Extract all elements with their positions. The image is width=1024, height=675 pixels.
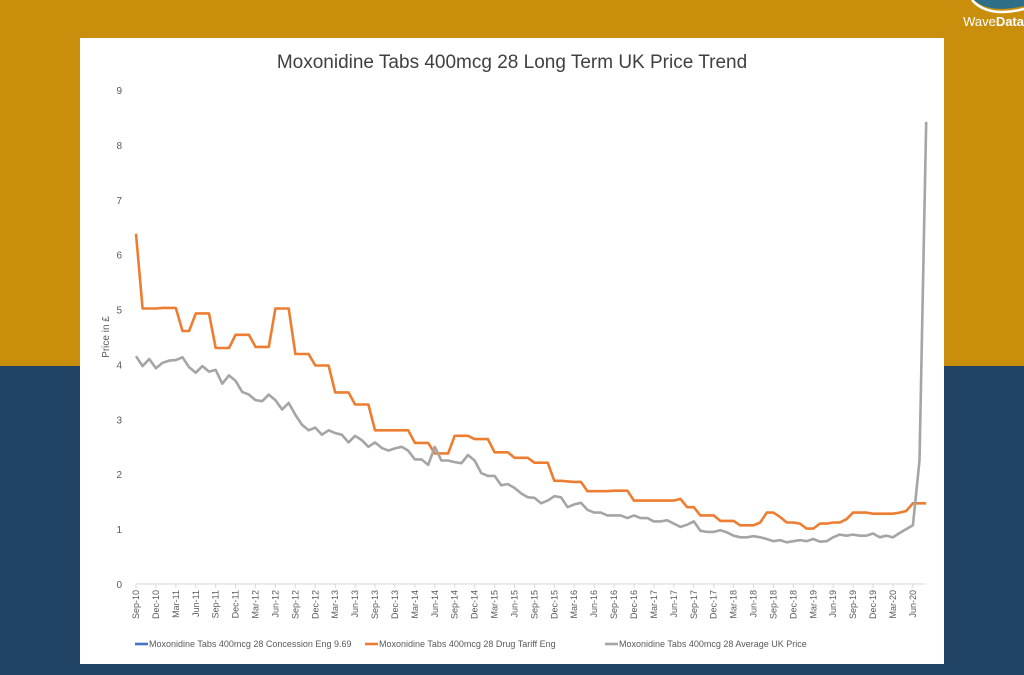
y-tick-label: 7 xyxy=(116,196,122,207)
x-tick-label: Sep-12 xyxy=(290,590,300,619)
x-tick-label: Jun-13 xyxy=(350,590,360,618)
x-tick-label: Mar-14 xyxy=(410,590,420,619)
x-tick-label: Dec-12 xyxy=(310,590,320,619)
x-tick-label: Dec-16 xyxy=(629,590,639,619)
x-tick-label: Sep-10 xyxy=(131,590,141,619)
legend-label: Moxonidine Tabs 400mcg 28 Drug Tariff En… xyxy=(379,639,556,649)
x-tick-label: Dec-11 xyxy=(231,590,241,618)
x-tick-label: Mar-15 xyxy=(490,590,500,619)
y-tick-label: 9 xyxy=(116,86,122,97)
y-tick-label: 8 xyxy=(116,141,122,152)
x-tick-label: Jun-16 xyxy=(589,590,599,618)
y-tick-label: 2 xyxy=(116,470,122,481)
x-tick-label: Jun-14 xyxy=(430,590,440,618)
series-line-1 xyxy=(134,233,927,530)
price-trend-chart: Moxonidine Tabs 400mcg 28 Long Term UK P… xyxy=(101,52,928,649)
x-tick-label: Jun-17 xyxy=(669,590,679,618)
x-tick-label: Sep-11 xyxy=(211,590,221,618)
logo-text: WaveData xyxy=(963,14,1024,29)
x-tick-label: Mar-20 xyxy=(888,590,898,619)
x-tick-label: Dec-18 xyxy=(788,590,798,619)
y-tick-label: 5 xyxy=(116,306,122,317)
x-tick-label: Dec-19 xyxy=(868,590,878,619)
legend-item: Moxonidine Tabs 400mcg 28 Concession Eng… xyxy=(135,639,351,649)
x-tick-label: Sep-19 xyxy=(848,590,858,619)
y-tick-label: 3 xyxy=(116,415,122,426)
x-tick-label: Dec-15 xyxy=(549,590,559,619)
x-tick-label: Sep-16 xyxy=(609,590,619,619)
x-tick-label: Jun-18 xyxy=(749,590,759,618)
y-axis-label: Price in £ xyxy=(101,316,112,358)
series-line-2 xyxy=(134,121,928,544)
x-tick-label: Jun-20 xyxy=(908,590,918,618)
y-tick-label: 6 xyxy=(116,251,122,262)
x-tick-label: Sep-15 xyxy=(529,590,539,619)
x-tick-label: Mar-19 xyxy=(808,590,818,619)
y-tick-label: 0 xyxy=(116,580,122,591)
legend-label: Moxonidine Tabs 400mcg 28 Average UK Pri… xyxy=(619,639,807,649)
x-tick-label: Mar-12 xyxy=(251,590,261,619)
x-tick-label: Sep-13 xyxy=(370,590,380,619)
x-tick-label: Dec-13 xyxy=(390,590,400,619)
x-tick-label: Jun-12 xyxy=(270,590,280,618)
x-tick-label: Jun-15 xyxy=(509,590,519,618)
legend-label: Moxonidine Tabs 400mcg 28 Concession Eng… xyxy=(149,639,351,649)
x-tick-label: Jun-11 xyxy=(191,590,201,617)
x-tick-label: Mar-18 xyxy=(729,590,739,619)
x-tick-label: Mar-17 xyxy=(649,590,659,619)
x-tick-label: Sep-14 xyxy=(450,590,460,619)
y-tick-label: 1 xyxy=(116,525,122,536)
x-tick-label: Mar-13 xyxy=(330,590,340,619)
legend-item: Moxonidine Tabs 400mcg 28 Drug Tariff En… xyxy=(365,639,556,649)
x-tick-label: Jun-19 xyxy=(828,590,838,618)
x-tick-label: Dec-17 xyxy=(709,590,719,619)
x-tick-label: Sep-17 xyxy=(689,590,699,619)
x-tick-label: Dec-10 xyxy=(151,590,161,619)
chart-card: Moxonidine Tabs 400mcg 28 Long Term UK P… xyxy=(80,38,944,664)
wave-logo-icon xyxy=(971,0,1024,14)
x-tick-label: Dec-14 xyxy=(470,590,480,619)
y-tick-label: 4 xyxy=(116,360,122,371)
x-tick-label: Sep-18 xyxy=(768,590,778,619)
chart-title: Moxonidine Tabs 400mcg 28 Long Term UK P… xyxy=(277,52,747,73)
x-tick-label: Mar-16 xyxy=(569,590,579,619)
legend-item: Moxonidine Tabs 400mcg 28 Average UK Pri… xyxy=(605,639,807,649)
x-tick-label: Mar-11 xyxy=(171,590,181,618)
